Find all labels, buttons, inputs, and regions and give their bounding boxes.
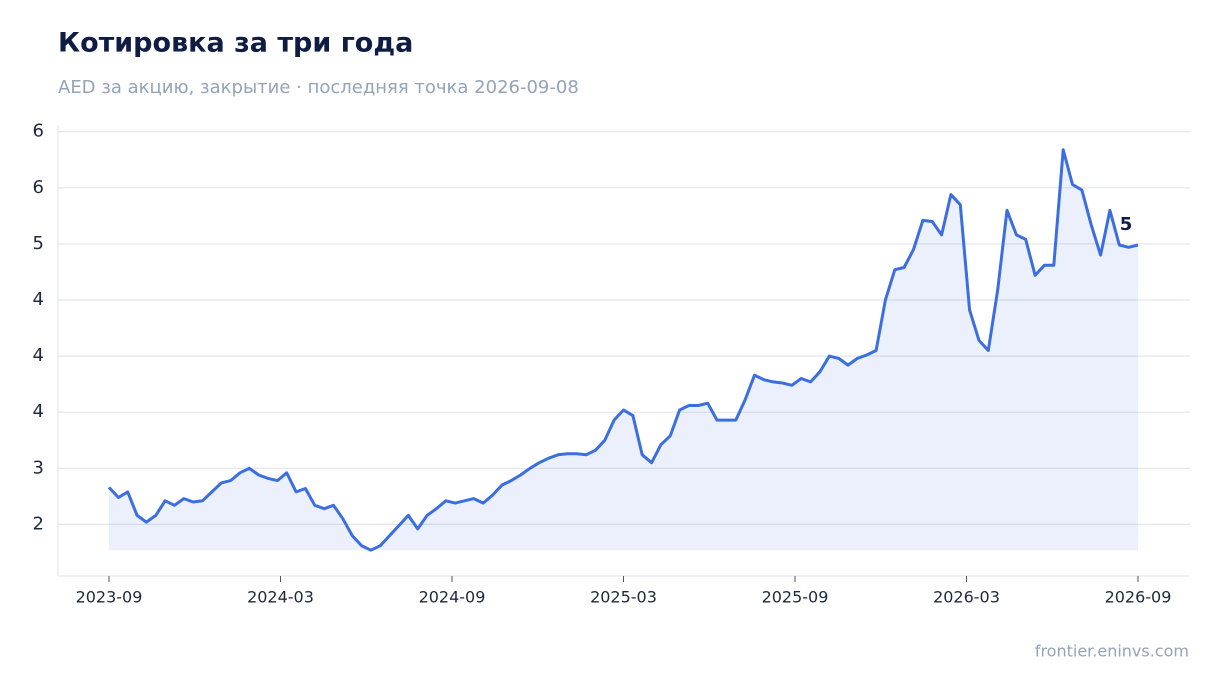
x-tick-label: 2026-03 [933, 588, 1000, 607]
y-tick-label: 3 [33, 457, 44, 478]
y-tick-label: 6 [33, 121, 44, 142]
source: frontier.eninvs.com [1035, 642, 1189, 661]
y-tick-label: 4 [33, 345, 44, 366]
x-tick-label: 2026-09 [1105, 588, 1172, 607]
y-tick-label: 6 [33, 177, 44, 198]
y-tick-label: 4 [33, 289, 44, 310]
y-tick-label: 5 [33, 233, 44, 254]
x-tick-label: 2025-03 [590, 588, 657, 607]
x-tick-label: 2023-09 [76, 588, 143, 607]
y-tick-label: 4 [33, 401, 44, 422]
area [109, 149, 1138, 551]
chart-subtitle: AED за акцию, закрытие · последняя точка… [58, 77, 579, 98]
annotation: 5 [1120, 214, 1133, 235]
x-tick-label: 2024-09 [419, 588, 486, 607]
x-tick-label: 2024-03 [247, 588, 314, 607]
chart-title: Котировка за три года [58, 28, 413, 59]
y-tick-label: 2 [33, 513, 44, 534]
x-tick-label: 2025-09 [762, 588, 829, 607]
line [107, 148, 1139, 552]
